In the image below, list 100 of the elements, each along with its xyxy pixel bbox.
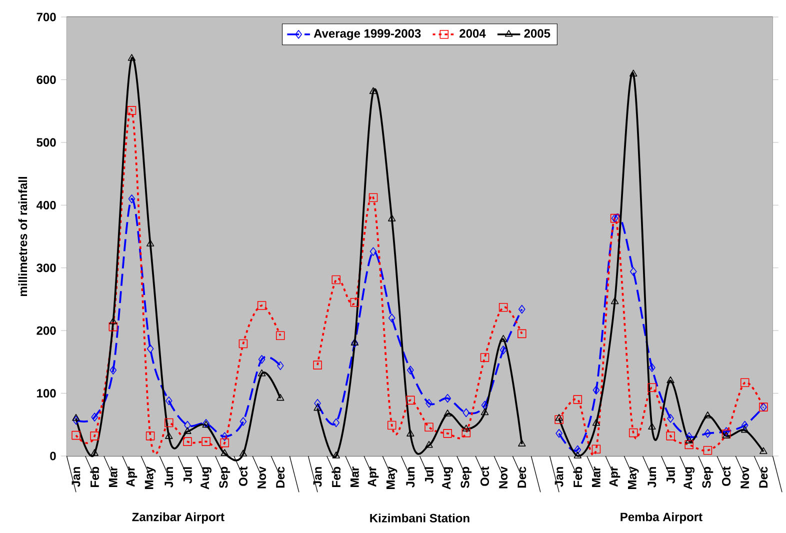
point [202, 437, 210, 446]
x-tick-label: May [144, 466, 156, 489]
x-tick-label: Dec [276, 466, 285, 488]
point [704, 411, 712, 418]
point [628, 428, 638, 438]
point [332, 275, 341, 284]
point [72, 414, 80, 421]
x-tick-label: Jun [164, 467, 174, 488]
point [165, 432, 173, 439]
point [666, 432, 675, 440]
point [406, 396, 415, 405]
point [239, 450, 248, 457]
point [90, 432, 99, 440]
x-tick-label: Feb [573, 466, 582, 487]
point [314, 404, 322, 411]
y-tick-label: 200 [36, 326, 56, 335]
point [276, 331, 285, 340]
point [686, 432, 693, 441]
point [370, 247, 377, 256]
point [462, 424, 470, 432]
point [184, 427, 192, 434]
y-tick-label: 600 [36, 75, 56, 84]
point [684, 440, 694, 450]
point [221, 432, 228, 441]
x-tick-label: Apr [126, 466, 138, 487]
x-tick-label: Oct [238, 466, 248, 486]
point [388, 214, 396, 222]
point [90, 449, 98, 456]
point [165, 396, 172, 406]
point [518, 440, 526, 446]
point [648, 363, 656, 372]
point [667, 414, 674, 423]
point [387, 420, 396, 430]
point [592, 444, 601, 454]
x-tick-label: Nov [499, 466, 508, 488]
point [740, 426, 749, 433]
point [443, 429, 452, 438]
point [369, 87, 378, 94]
point [146, 344, 154, 354]
point [592, 418, 600, 426]
point [388, 314, 396, 322]
point [554, 415, 564, 424]
x-tick-label: Apr [609, 466, 620, 487]
point [480, 408, 489, 416]
point [703, 446, 712, 455]
point [648, 422, 656, 430]
point [444, 410, 452, 416]
x-tick-label: Jan [313, 467, 322, 487]
point [72, 430, 80, 440]
y-axis-title: millimetres of rainfall [18, 177, 28, 296]
point [573, 395, 582, 404]
point [258, 355, 266, 364]
legend-label: Average 1999-2003 [314, 29, 421, 40]
x-tick-label: Aug [200, 467, 212, 490]
x-tick-label: Feb [332, 466, 341, 487]
text: Pemba Airport [620, 512, 702, 524]
point [740, 378, 750, 388]
x-tick-label: Dec [518, 466, 526, 488]
point [574, 452, 582, 458]
x-tick-label: Nov [740, 466, 750, 488]
point [462, 428, 471, 438]
point [314, 398, 321, 408]
point [368, 193, 378, 202]
point [110, 366, 117, 374]
point [704, 429, 712, 438]
point [276, 394, 284, 401]
point [517, 329, 526, 338]
x-tick-label: Jun [648, 467, 656, 488]
point [648, 383, 656, 392]
x-tick-label: Jul [424, 467, 434, 484]
x-tick-label: Feb [90, 466, 99, 487]
point [350, 298, 360, 307]
point [666, 376, 674, 384]
point [630, 267, 637, 276]
point [184, 420, 191, 430]
x-tick-label: Sep [460, 466, 472, 488]
point [127, 106, 136, 115]
x-tick-label: Jan [72, 467, 80, 487]
point [407, 366, 414, 374]
x-tick-label: May [628, 466, 639, 489]
point [760, 447, 768, 454]
point [128, 194, 136, 204]
x-tick-label: Aug [442, 467, 453, 490]
point [555, 414, 563, 421]
y-tick-label: 100 [37, 389, 56, 398]
x-tick-label: Aug [684, 467, 695, 490]
point [556, 429, 562, 438]
y-tick-label: 700 [36, 12, 56, 22]
point [480, 353, 490, 362]
y-tick-label: 500 [36, 138, 56, 147]
x-tick-label: Jul [666, 467, 675, 484]
legend-label: 2005 [524, 29, 550, 38]
point [164, 418, 174, 428]
x-tick-label: Oct [480, 466, 489, 486]
y-tick-label: 0 [50, 452, 56, 460]
point [592, 386, 600, 395]
legend-label: 2004 [460, 29, 486, 38]
point [444, 394, 451, 403]
x-tick-label: Jun [406, 467, 415, 488]
point [481, 400, 488, 410]
